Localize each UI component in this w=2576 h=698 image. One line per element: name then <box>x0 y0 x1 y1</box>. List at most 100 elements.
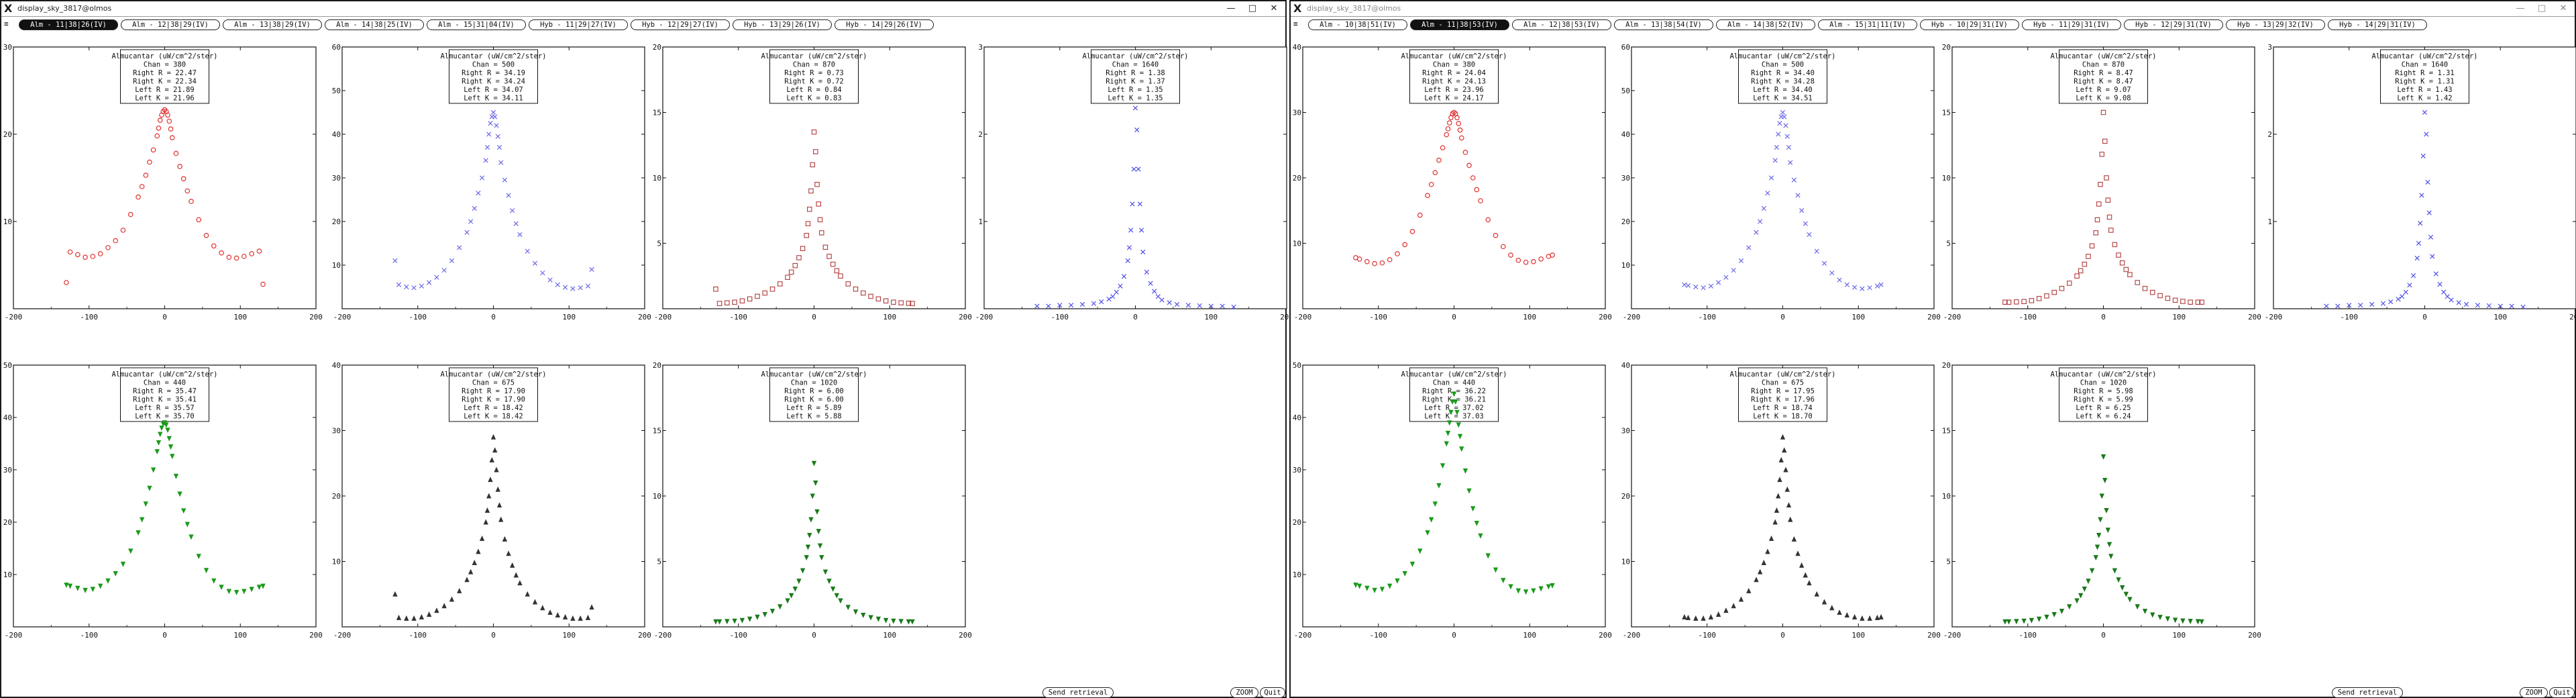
data-point <box>813 149 818 154</box>
tab-11[interactable]: Hyb - 14|29|31(IV) <box>2328 19 2427 30</box>
chart-panel: 10 20 30 -200 -100 0 100 200 Almucantar (uW/cm^2… <box>3 43 323 338</box>
data-point <box>1387 257 1393 262</box>
tab-5[interactable]: Alm - 14|38|52(IV) <box>1716 19 1815 30</box>
data-point <box>1447 420 1452 426</box>
tab-1[interactable]: Alm - 11|38|26(IV) <box>19 19 118 30</box>
data-point <box>1356 256 1362 262</box>
data-point <box>67 583 73 589</box>
tab-7[interactable]: Hyb - 12|29|27(IV) <box>631 19 730 30</box>
data-point <box>1782 114 1787 119</box>
tab-4[interactable]: Alm - 14|38|25(IV) <box>325 19 424 30</box>
data-point <box>147 159 152 165</box>
data-point <box>1402 242 1408 248</box>
data-point <box>845 605 851 611</box>
data-point <box>154 449 160 455</box>
legend-line: Left K = 37.03 <box>1424 413 1484 421</box>
send-retrieval-button[interactable]: Send retrieval <box>1042 687 1114 698</box>
data-point <box>483 519 488 525</box>
data-point <box>792 262 798 268</box>
tab-9[interactable]: Hyb - 14|29|26(IV) <box>835 19 934 30</box>
tab-6[interactable]: Alm - 15|31|11(IV) <box>1818 19 1917 30</box>
data-point <box>150 147 156 153</box>
data-point <box>2422 109 2428 115</box>
x-tick-label: 200 <box>638 631 651 640</box>
data-point <box>120 228 126 233</box>
data-point <box>2410 272 2416 279</box>
tab-6[interactable]: Hyb - 11|29|27(IV) <box>529 19 628 30</box>
tab-10[interactable]: Hyb - 13|29|32(IV) <box>2226 19 2325 30</box>
minimize-icon[interactable]: — <box>2516 3 2525 13</box>
data-point <box>1777 477 1782 483</box>
data-point <box>496 144 502 150</box>
tab-menu-icon[interactable]: ≡ <box>1293 19 1298 28</box>
zoom-button[interactable]: ZOOM <box>1230 687 1258 698</box>
quit-button[interactable]: Quit <box>1260 687 1285 698</box>
data-point <box>1417 212 1423 218</box>
y-tick-label: 3 <box>2267 43 2272 52</box>
send-retrieval-button[interactable]: Send retrieval <box>2332 687 2403 698</box>
data-point <box>1738 596 1744 602</box>
data-point <box>826 254 832 259</box>
data-point <box>1428 181 1434 187</box>
data-point <box>2509 303 2514 309</box>
data-point <box>716 619 722 625</box>
legend-line: Left R = 34.40 <box>1753 86 1813 94</box>
tab-3[interactable]: Alm - 13|38|29(IV) <box>223 19 322 30</box>
data-point <box>2403 289 2408 295</box>
tab-menu-icon[interactable]: ≡ <box>4 19 9 28</box>
data-point <box>1174 301 1180 307</box>
legend-line: Right K = 6.00 <box>784 396 844 404</box>
chart-panel: 5 10 15 20 -200 -100 0 100 200 Almucantar (uW/cm^… <box>1942 43 2261 338</box>
tab-9[interactable]: Hyb - 12|29|31(IV) <box>2124 19 2223 30</box>
close-icon[interactable]: ✕ <box>2559 3 2567 13</box>
tab-3[interactable]: Alm - 12|38|53(IV) <box>1512 19 1611 30</box>
tab-8[interactable]: Hyb - 11|29|31(IV) <box>2022 19 2121 30</box>
maximize-icon[interactable]: □ <box>1248 3 1257 13</box>
data-point <box>1128 228 1134 233</box>
tab-5[interactable]: Alm - 15|31|04(IV) <box>427 19 526 30</box>
data-point <box>2388 299 2394 305</box>
tab-2[interactable]: Alm - 11|38|53(IV) <box>1410 19 1509 30</box>
data-point <box>2112 568 2118 574</box>
data-point <box>233 255 239 261</box>
data-point <box>502 177 508 183</box>
data-point <box>1799 562 1805 568</box>
data-point <box>1485 217 1491 223</box>
data-point <box>2420 153 2426 159</box>
data-point <box>1364 585 1370 591</box>
tab-8[interactable]: Hyb - 13|29|26(IV) <box>733 19 832 30</box>
data-point <box>891 299 896 305</box>
minimize-icon[interactable]: — <box>1226 3 1236 13</box>
tab-2[interactable]: Alm - 12|38|29(IV) <box>121 19 220 30</box>
legend-line: Almucantar (uW/cm^2/ster) <box>1082 52 1188 60</box>
legend-line: Chan = 500 <box>1762 61 1804 69</box>
legend-line: Right K = 17.90 <box>462 396 525 404</box>
quit-button[interactable]: Quit <box>2549 687 2575 698</box>
x-tick-label: 200 <box>1927 631 1941 640</box>
data-point <box>1493 232 1499 238</box>
data-point <box>498 160 504 165</box>
data-point <box>472 560 477 565</box>
data-point <box>1531 588 1536 594</box>
data-point <box>1701 285 1706 291</box>
close-icon[interactable]: ✕ <box>1270 3 1278 13</box>
data-point <box>136 530 141 536</box>
y-tick-label: 10 <box>1621 558 1630 566</box>
data-point <box>2324 303 2329 309</box>
maximize-icon[interactable]: □ <box>2537 3 2546 13</box>
tab-bar: ≡ Alm - 10|38|51(IV) Alm - 11|38|53(IV) Alm… <box>1291 17 2575 32</box>
data-point <box>2416 240 2422 246</box>
tab-7[interactable]: Hyb - 10|29|31(IV) <box>1920 19 2019 30</box>
zoom-button[interactable]: ZOOM <box>2520 687 2548 698</box>
legend-line: Right R = 22.47 <box>133 69 197 77</box>
data-point <box>585 283 591 289</box>
tab-1[interactable]: Alm - 10|38|51(IV) <box>1308 19 1407 30</box>
legend-line: Left K = 1.35 <box>1108 95 1163 103</box>
tab-4[interactable]: Alm - 13|38|54(IV) <box>1614 19 1713 30</box>
data-point <box>492 114 498 119</box>
x-tick-label: -100 <box>1051 313 1069 321</box>
data-point <box>2172 297 2178 303</box>
data-point <box>2407 283 2412 288</box>
